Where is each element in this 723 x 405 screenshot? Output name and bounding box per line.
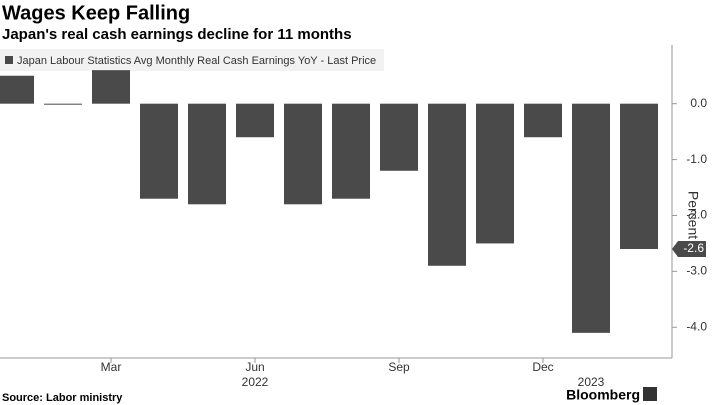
legend [0,49,384,71]
bar [428,103,466,266]
y-tick-label: -3.0 [686,264,707,278]
logo-icon [643,387,657,401]
bar [236,103,274,138]
bar [380,103,418,171]
plot-area [0,70,658,333]
chart-subtitle: Japan's real cash earnings decline for 1… [2,26,352,43]
y-tick-label: -2.0 [686,208,707,222]
last-value-label: -2.6 [683,241,704,255]
bar [572,103,610,333]
x-year-label: 2023 [578,375,605,389]
x-tick-label: Jun [245,360,264,374]
chart-title: Wages Keep Falling [2,2,190,24]
legend-swatch [5,56,13,64]
bar [44,103,82,105]
y-tick-label: -1.0 [686,152,707,166]
y-tick-label: -4.0 [686,319,707,333]
last-value-box [672,241,706,258]
bar [284,103,322,205]
bar [332,103,370,199]
bar [140,103,178,199]
bar [524,103,562,138]
y-tick-label: 0.0 [690,96,707,110]
x-tick-label: Sep [388,360,410,374]
bar [620,103,658,250]
y-axis-label: Percent [685,191,701,239]
x-tick-label: Mar [101,360,122,374]
bar [92,70,130,104]
x-year-label: 2022 [242,375,269,389]
legend-label: Japan Labour Statistics Avg Monthly Real… [17,55,376,67]
bar [0,75,34,104]
bar [476,103,514,244]
source: Source: Labor ministry [2,392,123,404]
x-tick-label: Dec [532,360,553,374]
bar [188,103,226,205]
logo: Bloomberg [566,387,640,403]
